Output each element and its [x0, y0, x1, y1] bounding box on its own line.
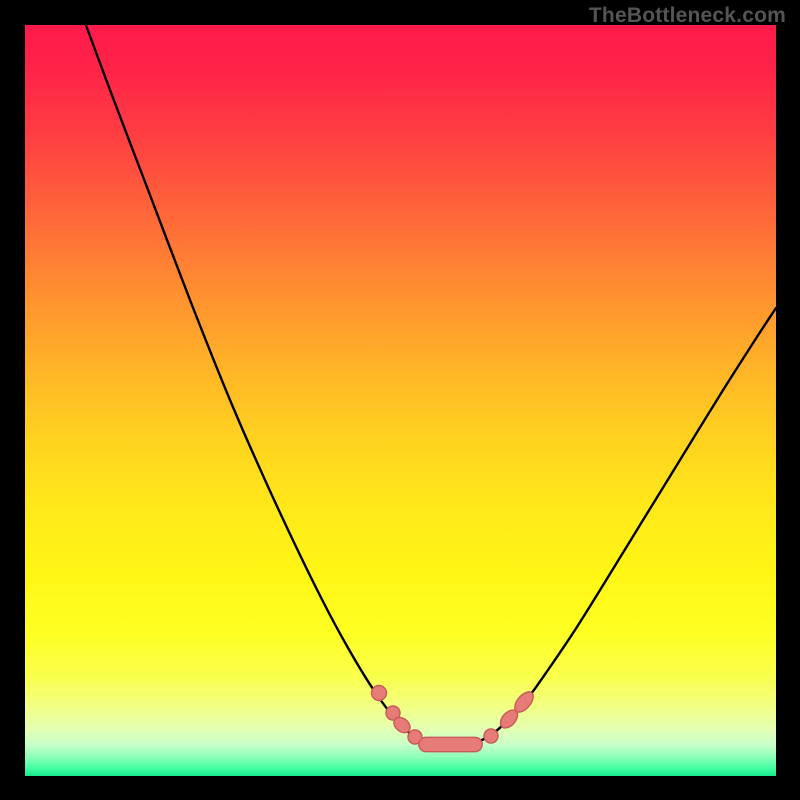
gradient-background	[25, 25, 776, 776]
plot-area	[25, 25, 776, 776]
watermark-text: TheBottleneck.com	[589, 4, 786, 28]
